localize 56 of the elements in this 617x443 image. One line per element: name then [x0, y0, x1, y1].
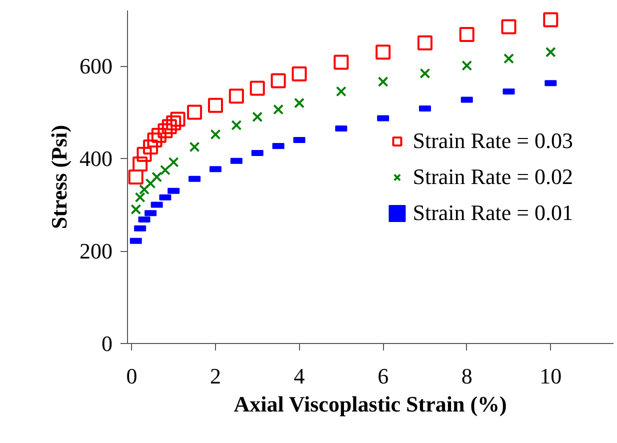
point	[162, 119, 177, 134]
point	[158, 123, 173, 138]
legend-label: Strain Rate = 0.01	[412, 200, 573, 226]
point	[504, 53, 514, 64]
point	[250, 80, 265, 96]
point	[130, 204, 142, 215]
point	[462, 60, 472, 71]
point	[336, 86, 346, 97]
point	[459, 27, 474, 42]
point	[136, 146, 152, 162]
x-tick-label: 4	[294, 364, 305, 388]
y-tick-label: 0	[102, 331, 112, 356]
point	[139, 184, 150, 195]
point	[187, 104, 202, 120]
point	[420, 68, 430, 79]
point	[231, 120, 242, 130]
x-axis-title: Axial Viscoplastic Strain (%)	[234, 392, 507, 416]
point	[417, 35, 432, 50]
point	[543, 12, 558, 28]
x-tick-label: 8	[461, 364, 472, 388]
legend-label: Strain Rate = 0.03	[412, 128, 573, 154]
point	[145, 178, 156, 189]
point	[147, 132, 162, 148]
point	[170, 112, 186, 127]
point	[545, 46, 556, 58]
point	[270, 73, 286, 88]
point	[151, 128, 166, 143]
x-tick-label: 6	[378, 364, 389, 388]
point	[132, 156, 148, 172]
point	[273, 104, 284, 115]
point	[252, 112, 263, 122]
point	[189, 142, 200, 152]
x-tick-label: 10	[540, 364, 562, 388]
point	[128, 170, 144, 184]
y-axis-title: Stress (Psi)	[46, 124, 72, 230]
y-tick-label: 400	[80, 146, 112, 171]
point	[210, 129, 221, 140]
point	[134, 192, 146, 203]
point	[228, 88, 244, 104]
point	[152, 172, 162, 182]
x-tick-label: 0	[126, 364, 138, 388]
point	[376, 44, 391, 60]
point	[166, 115, 182, 130]
x-tick-label: 2	[210, 364, 221, 388]
point	[294, 98, 305, 108]
point	[501, 19, 516, 34]
y-tick-label: 600	[80, 54, 112, 78]
legend-label: Strain Rate = 0.02	[412, 164, 573, 190]
point	[143, 139, 158, 154]
point	[160, 164, 170, 176]
point	[334, 54, 349, 70]
y-tick-label: 200	[80, 238, 112, 264]
point	[168, 156, 179, 168]
point	[208, 98, 223, 113]
point	[378, 76, 388, 87]
point	[292, 66, 307, 82]
